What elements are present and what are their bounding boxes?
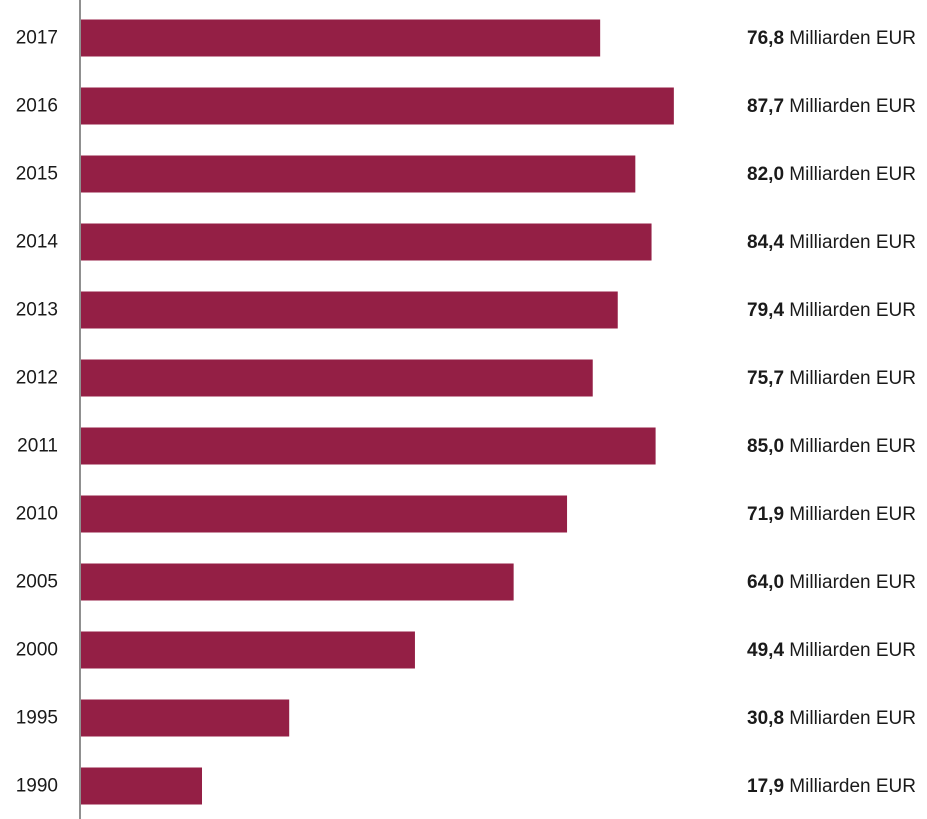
value-label-2014: 84,4 Milliarden EUR	[747, 232, 916, 253]
value-number-2012: 75,7	[747, 368, 784, 389]
year-label-2013: 2013	[16, 300, 58, 321]
year-label-2000: 2000	[16, 640, 58, 661]
value-label-2015: 82,0 Milliarden EUR	[747, 164, 916, 185]
value-label-2000: 49,4 Milliarden EUR	[747, 640, 916, 661]
value-number-2000: 49,4	[747, 640, 784, 661]
value-label-2005: 64,0 Milliarden EUR	[747, 572, 916, 593]
bar-1990	[81, 767, 203, 805]
bar-1995	[81, 699, 290, 737]
value-number-2017: 76,8	[747, 28, 784, 49]
value-unit-2013: Milliarden EUR	[784, 300, 916, 321]
value-unit-2000: Milliarden EUR	[784, 640, 916, 661]
bar-2000	[81, 631, 415, 669]
value-unit-1990: Milliarden EUR	[784, 776, 916, 797]
value-number-2014: 84,4	[747, 232, 784, 253]
year-label-1995: 1995	[16, 708, 58, 729]
value-number-2013: 79,4	[747, 300, 784, 321]
year-label-2011: 2011	[17, 436, 58, 457]
value-label-2012: 75,7 Milliarden EUR	[747, 368, 916, 389]
value-number-2015: 82,0	[747, 164, 784, 185]
value-number-2005: 64,0	[747, 572, 784, 593]
value-unit-2010: Milliarden EUR	[784, 504, 916, 525]
value-number-1990: 17,9	[747, 776, 784, 797]
value-unit-2016: Milliarden EUR	[784, 96, 916, 117]
year-label-2005: 2005	[16, 572, 58, 593]
bar-2012	[81, 359, 593, 397]
bar-2011	[81, 427, 656, 465]
value-label-1995: 30,8 Milliarden EUR	[747, 708, 916, 729]
bar-2013	[81, 291, 618, 329]
value-label-2011: 85,0 Milliarden EUR	[747, 436, 916, 457]
year-labels-group: 2017 2016 2015 2014 2013 2012 2011 2010 2005 2000…	[16, 28, 59, 797]
year-label-2016: 2016	[16, 96, 58, 117]
value-number-2011: 85,0	[747, 436, 784, 457]
value-label-2013: 79,4 Milliarden EUR	[747, 300, 916, 321]
value-unit-2005: Milliarden EUR	[784, 572, 916, 593]
year-label-1990: 1990	[16, 776, 58, 797]
year-label-2017: 2017	[16, 28, 58, 49]
value-label-1990: 17,9 Milliarden EUR	[747, 776, 916, 797]
year-label-2010: 2010	[16, 504, 58, 525]
value-unit-2012: Milliarden EUR	[784, 368, 916, 389]
bar-2017	[81, 19, 601, 57]
year-label-2015: 2015	[16, 164, 58, 185]
bar-2014	[81, 223, 652, 261]
bar-2016	[81, 87, 674, 125]
year-label-2012: 2012	[16, 368, 58, 389]
year-label-2014: 2014	[16, 232, 59, 253]
value-unit-2011: Milliarden EUR	[784, 436, 916, 457]
value-unit-2014: Milliarden EUR	[784, 232, 916, 253]
value-number-1995: 30,8	[747, 708, 784, 729]
bar-2005	[81, 563, 514, 601]
value-unit-1995: Milliarden EUR	[784, 708, 916, 729]
value-label-2016: 87,7 Milliarden EUR	[747, 96, 916, 117]
value-number-2010: 71,9	[747, 504, 784, 525]
value-label-2010: 71,9 Milliarden EUR	[747, 504, 916, 525]
value-label-2017: 76,8 Milliarden EUR	[747, 28, 916, 49]
value-unit-2017: Milliarden EUR	[784, 28, 916, 49]
bar-2010	[81, 495, 568, 533]
bar-2015	[81, 155, 636, 193]
bars-group	[81, 19, 674, 805]
value-unit-2015: Milliarden EUR	[784, 164, 916, 185]
value-number-2016: 87,7	[747, 96, 784, 117]
